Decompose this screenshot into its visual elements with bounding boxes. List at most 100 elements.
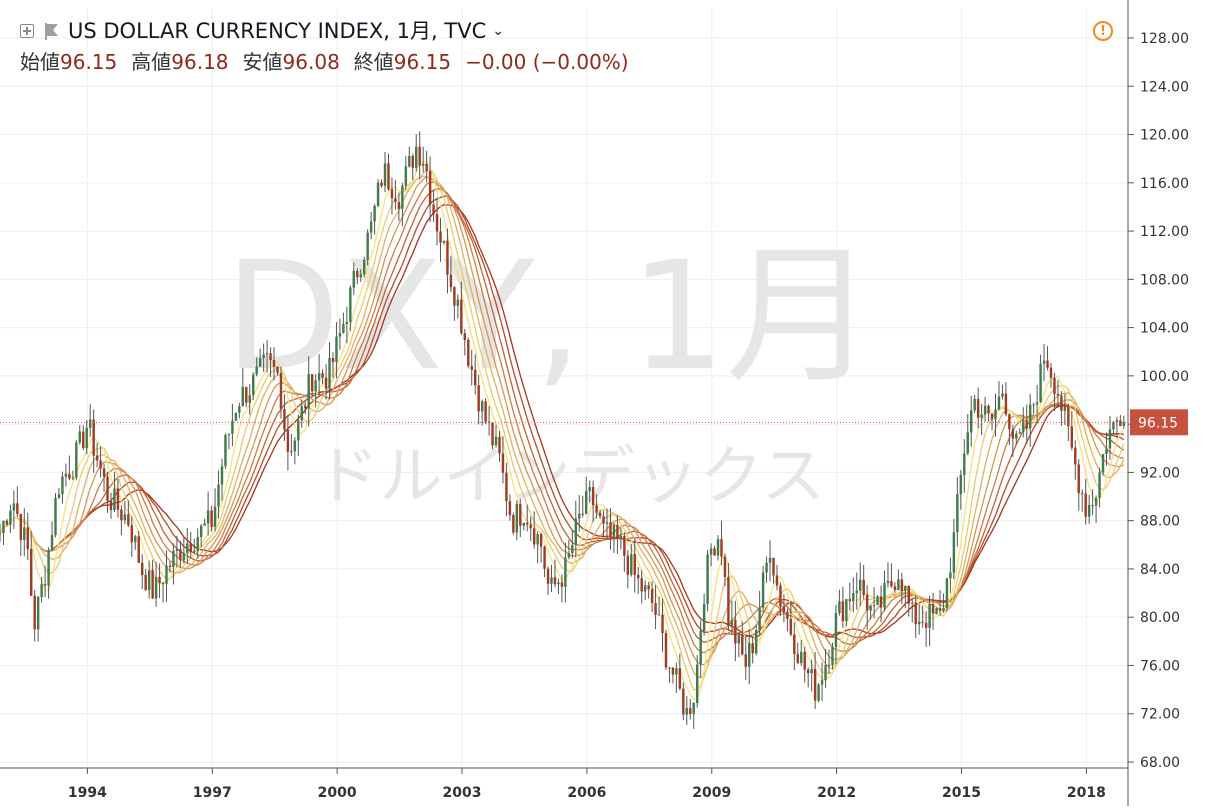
candle-body: [1122, 422, 1126, 426]
candle-body: [689, 708, 692, 715]
candle-body: [1035, 402, 1039, 405]
candle-body: [272, 360, 276, 367]
candle-body: [567, 553, 571, 558]
candle-body: [113, 488, 116, 511]
candle-body: [786, 612, 789, 619]
candle-body: [137, 536, 140, 563]
candle-body: [633, 554, 636, 575]
candle-body: [418, 146, 421, 166]
candle-body: [682, 688, 685, 715]
x-tick-label: 2015: [942, 785, 981, 801]
candle-body: [494, 436, 498, 446]
candle-body: [543, 546, 546, 569]
y-tick-label: 124.00: [1140, 79, 1189, 95]
candle-body: [227, 433, 231, 435]
candle-body: [206, 510, 210, 524]
chevron-down-icon[interactable]: ⌄: [492, 23, 504, 39]
candle-body: [945, 578, 949, 609]
candle-body: [1108, 429, 1112, 449]
candle-body: [654, 603, 657, 615]
candle-body: [50, 535, 54, 551]
candle-body: [314, 380, 317, 392]
candle-body: [949, 572, 952, 579]
candle-body: [647, 585, 650, 590]
candle-body: [723, 556, 727, 578]
candle-body: [845, 599, 848, 622]
y-tick-label: 104.00: [1140, 321, 1189, 337]
candle-body: [650, 589, 654, 604]
candle-body: [1053, 377, 1056, 394]
candle-body: [193, 550, 196, 553]
candle-body: [872, 605, 876, 607]
candle-body: [251, 374, 255, 396]
candle-body: [265, 353, 269, 355]
axes: 128.00 124.00 120.00 116.00 112.00 108.00 104.…: [0, 0, 1189, 806]
candle-body: [564, 557, 567, 587]
candle-body: [761, 572, 765, 608]
candle-body: [522, 522, 525, 526]
candle-body: [1070, 426, 1074, 448]
moving-average-line: [0, 175, 1125, 679]
candle-body: [879, 596, 883, 608]
candle-body: [983, 405, 987, 415]
y-tick-label: 72.00: [1140, 707, 1180, 723]
candle-body: [234, 412, 238, 421]
candle-body: [1049, 367, 1053, 378]
candle-body: [366, 232, 369, 261]
candle-body: [512, 515, 515, 533]
candle-body: [147, 570, 151, 591]
candle-body: [321, 373, 324, 378]
candle-body: [793, 634, 796, 655]
flag-icon[interactable]: [44, 22, 60, 40]
candle-body: [255, 366, 258, 375]
low-value: 96.08: [282, 50, 340, 74]
candle-body: [210, 510, 213, 527]
y-tick-label: 84.00: [1140, 562, 1180, 578]
candle-body: [262, 354, 265, 359]
last-price-tag: 96.15: [1130, 409, 1188, 436]
candle-body: [668, 667, 671, 669]
candle-body: [886, 580, 890, 584]
candle-body: [675, 668, 678, 675]
candle-body: [824, 664, 827, 681]
candle-body: [661, 614, 664, 634]
candle-body: [591, 487, 595, 506]
candle-body: [154, 576, 158, 599]
candle-body: [182, 552, 186, 561]
symbol-title[interactable]: US DOLLAR CURRENCY INDEX, 1月, TVC: [68, 19, 487, 43]
candle-body: [803, 651, 806, 670]
candle-body: [529, 524, 532, 529]
candle-body: [1063, 406, 1067, 411]
candle-body: [737, 634, 741, 644]
candle-body: [435, 214, 439, 232]
candle-body: [796, 654, 799, 664]
candle-body: [92, 419, 95, 456]
candle-body: [768, 557, 772, 563]
warning-icon[interactable]: !: [1093, 21, 1113, 41]
candle-body: [82, 431, 85, 449]
candle-body: [19, 513, 23, 540]
candle-body: [536, 534, 539, 545]
candle-body: [293, 440, 297, 452]
candle-body: [5, 520, 9, 525]
candle-body: [1115, 420, 1119, 423]
candle-body: [88, 419, 92, 428]
candle-body: [165, 565, 168, 584]
candle-body: [40, 584, 43, 597]
candle-body: [820, 680, 824, 685]
candle-body: [952, 532, 956, 573]
candle-body: [179, 549, 182, 561]
candle-body: [775, 575, 779, 586]
candle-body: [1032, 404, 1035, 406]
candle-body: [1084, 493, 1087, 517]
candle-body: [956, 494, 959, 533]
add-box-icon[interactable]: [20, 24, 34, 38]
y-tick-label: 80.00: [1140, 610, 1180, 626]
candle-body: [85, 427, 88, 449]
candle-body: [134, 536, 137, 543]
candle-body: [141, 562, 144, 575]
candle-body: [467, 340, 470, 367]
candle-body: [175, 549, 179, 551]
